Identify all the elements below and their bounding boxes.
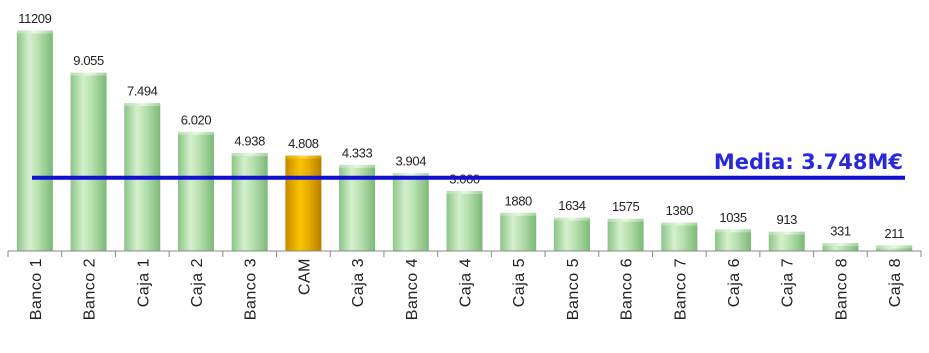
- bar-cap: [446, 190, 483, 194]
- bar-cap: [16, 30, 53, 34]
- bar-cap: [553, 217, 590, 221]
- category-label: Banco 8: [833, 258, 850, 320]
- bar-body: [661, 224, 698, 251]
- bar-banco-3: 4.938: [231, 134, 268, 251]
- value-label: 913: [776, 212, 797, 227]
- bar-banco-6: 1575: [607, 199, 644, 251]
- bar-body: [715, 230, 752, 251]
- value-label: 4.938: [234, 134, 265, 149]
- bar-cap: [392, 173, 429, 177]
- bar-banco-2: 9.055: [70, 53, 107, 252]
- value-label: 9.055: [73, 53, 104, 68]
- bar-caja-7: 913: [768, 212, 805, 251]
- bar-cap: [607, 218, 644, 222]
- bar-body: [177, 133, 214, 251]
- bar-body: [231, 154, 268, 251]
- bar-body: [768, 233, 805, 251]
- bar-caja-8: 211: [876, 226, 913, 251]
- value-label: 4.808: [288, 136, 319, 151]
- bar-body: [16, 32, 53, 251]
- value-label: 11209: [18, 11, 51, 26]
- category-label: Caja 2: [189, 258, 206, 307]
- media-reference: Media: 3.748M€: [32, 150, 905, 180]
- bar-banco-4: 3.904: [392, 154, 429, 251]
- bar-caja-1: 7.494: [124, 84, 161, 251]
- value-label: 1880: [505, 193, 532, 208]
- bar-cap: [822, 243, 859, 247]
- category-label: Banco 7: [672, 258, 689, 320]
- bar-body: [607, 220, 644, 251]
- bar-cap: [500, 212, 537, 216]
- category-label: Caja 4: [458, 258, 475, 307]
- bar-cap: [661, 222, 698, 226]
- bar-body: [446, 192, 483, 251]
- value-label: 4.333: [342, 145, 373, 160]
- bar-cam: 4.808: [285, 136, 322, 251]
- bar-body: [500, 214, 537, 251]
- value-label: 1575: [612, 199, 639, 214]
- bar-cap: [876, 245, 913, 249]
- category-label: Caja 1: [135, 258, 152, 307]
- bar-body: [70, 74, 107, 252]
- bar-cap: [339, 164, 376, 168]
- category-label: Banco 5: [565, 258, 582, 320]
- bar-cap: [177, 131, 214, 135]
- category-label: Banco 6: [619, 258, 636, 320]
- bar-cap: [231, 153, 268, 157]
- category-label: Caja 3: [350, 258, 367, 307]
- bar-caja-2: 6.020: [177, 112, 214, 251]
- bar-banco-1: 11209: [16, 11, 53, 251]
- bar-body: [392, 174, 429, 251]
- value-label: 331: [830, 224, 851, 239]
- category-label: Banco 4: [404, 258, 421, 320]
- bar-caja-6: 1035: [715, 210, 752, 251]
- bar-banco-7: 1380: [661, 203, 698, 251]
- bar-caja-4: 3.000: [446, 171, 483, 251]
- category-label: Banco 2: [82, 258, 99, 320]
- bar-cap: [70, 72, 107, 76]
- bars-group: 11209 9.055 7.494 6.020 4.938 4.808 4.333 3.904…: [16, 11, 913, 252]
- value-label: 3.904: [396, 154, 427, 169]
- category-label: Caja 8: [887, 258, 904, 307]
- bar-body: [553, 219, 590, 251]
- category-label: Banco 3: [243, 258, 260, 320]
- bar-caja-3: 4.333: [339, 145, 376, 251]
- bar-banco-8: 331: [822, 224, 859, 251]
- bar-cap: [768, 231, 805, 235]
- bar-body: [822, 244, 859, 251]
- value-label: 6.020: [181, 112, 212, 127]
- bar-banco-5: 1634: [553, 198, 590, 251]
- bar-cap: [285, 155, 322, 159]
- category-label: Caja 7: [780, 258, 797, 307]
- value-label: 1035: [719, 210, 746, 225]
- media-label: Media: 3.748M€: [714, 150, 903, 174]
- bar-body: [876, 246, 913, 251]
- category-label: Banco 1: [28, 258, 45, 320]
- x-axis: Banco 1 Banco 2 Caja 1 Caja 2 Banco 3 CAM Caja…: [7, 250, 922, 320]
- bar-body: [339, 166, 376, 251]
- bar-cap: [124, 103, 161, 107]
- value-label: 1634: [558, 198, 585, 213]
- category-label: CAM: [296, 258, 313, 295]
- bar-caja-5: 1880: [500, 193, 537, 251]
- category-label: Caja 5: [511, 258, 528, 307]
- value-label: 211: [884, 226, 904, 241]
- bar-body: [285, 157, 322, 251]
- value-label: 7.494: [127, 84, 158, 99]
- value-label: 1380: [666, 203, 693, 218]
- bar-cap: [715, 229, 752, 233]
- category-label: Caja 6: [726, 258, 743, 307]
